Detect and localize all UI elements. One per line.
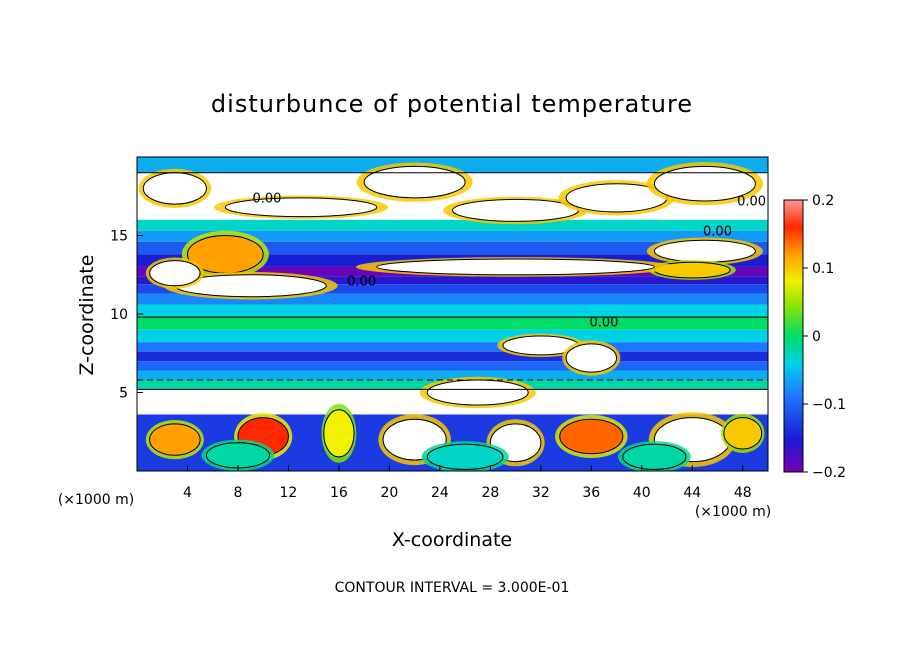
field-band [137,317,768,330]
y-axis-label: Z-coordinate [76,255,98,376]
anomaly-core [502,335,579,355]
plot-area [137,157,768,471]
anomaly-core [622,444,686,470]
x-tick-label: 24 [431,485,449,501]
x-tick-label: 48 [734,485,752,501]
contour-label: 0.00 [737,195,766,210]
anomaly-contour [565,343,618,373]
y-tick-label: 15 [110,229,128,245]
x-unit-left: (×1000 m) [58,492,134,508]
anomaly-core [723,417,762,450]
anomaly-core [149,423,201,456]
anomaly-core [364,166,466,198]
anomaly-contour [149,423,201,456]
field-band [137,361,768,371]
anomaly-contour [622,443,687,470]
anomaly-core [654,240,756,263]
y-tick-label: 10 [110,307,128,323]
x-tick-label: 16 [330,485,348,501]
anomaly-core [427,379,529,406]
anomaly-contour [426,443,504,470]
anomaly-contour [382,418,447,461]
field-band [137,276,768,285]
contour-interval-footer: CONTOUR INTERVAL = 3.000E-01 [335,580,570,596]
contour-label-group: 0.00 0.00 0.00 0.00 0.00 [253,192,767,331]
x-unit-right: (×1000 m) [695,504,771,520]
x-tick-label: 4 [183,485,192,501]
field-band [137,293,768,305]
field-band [137,304,768,318]
field-band [137,342,768,352]
anomaly-contour [723,417,763,450]
contour-lines [137,172,768,390]
anomaly-core [206,442,270,468]
x-tick-label: 44 [683,485,701,501]
anomaly-contour [489,423,542,463]
anomaly-core [427,444,503,470]
field-band [137,157,768,173]
x-tick-label: 20 [380,485,398,501]
anomaly-contour [224,197,378,218]
anomaly-contour [323,409,355,458]
field-band [137,329,768,343]
y-axis-ticks: 5 10 15 [110,229,143,402]
anomaly-contour [559,418,624,455]
anomaly-core [187,235,264,274]
colorbar [783,199,804,473]
chart-title: disturbunce of potential temperature [211,90,693,118]
anomaly-contour [653,165,756,202]
field-band [137,370,768,380]
colorbar-tick-label: 0 [812,329,821,345]
anomaly-core [143,172,207,205]
x-tick-label: 8 [233,485,242,501]
contour-label: 0.00 [347,275,376,290]
x-tick-label: 36 [582,485,600,501]
x-tick-label: 32 [532,485,550,501]
colorbar-tick-label: 0.1 [812,261,834,277]
x-axis-label: X-coordinate [392,529,512,551]
x-axis-ticks: 4 8 12 16 20 24 28 32 36 40 44 48 [183,465,752,501]
anomaly-contour [376,258,655,276]
colorbar-tick-label: 0.2 [812,193,834,209]
anomaly-core [654,166,756,201]
x-tick-label: 40 [633,485,651,501]
x-tick-label: 28 [481,485,499,501]
anomaly-core [566,183,668,212]
field-band [137,219,768,231]
contour-label: 0.00 [253,192,282,207]
x-tick-label: 12 [280,485,298,501]
contour-label: 0.00 [589,316,618,331]
anomaly-contour [149,260,201,287]
anomaly-core [174,274,327,297]
anomaly-core [149,260,201,286]
anomaly-core [452,199,579,222]
field-anomalies [138,162,765,471]
colorbar-ticks: 0.2 0.1 0 −0.1 −0.2 [803,193,846,481]
anomaly-core [559,419,623,454]
field-band [137,241,768,255]
anomaly-core [323,409,355,457]
anomaly-core [566,343,617,373]
field-band [137,284,768,294]
anomaly-core [225,197,377,217]
anomaly-contour [363,165,466,199]
colorbar-tick-label: −0.2 [812,465,846,481]
y-tick-label: 5 [119,386,128,402]
contour-label: 0.00 [703,225,732,240]
anomaly-core [376,259,655,275]
colorbar-tick-label: −0.1 [812,397,846,413]
field-band [137,351,768,362]
field-band [137,230,768,242]
